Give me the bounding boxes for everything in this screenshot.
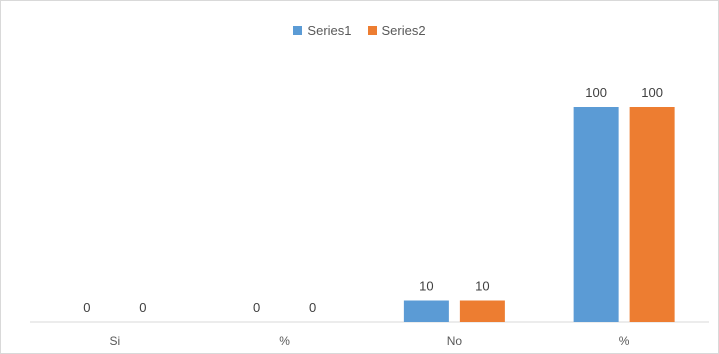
legend-item-series1: Series1 <box>293 23 352 38</box>
data-label-series1-2: 10 <box>419 279 433 294</box>
x-tick-label-3: % <box>619 334 630 348</box>
legend-swatch-series1 <box>293 26 303 35</box>
data-label-series2-0: 0 <box>139 300 146 315</box>
legend-item-series2: Series2 <box>367 23 426 38</box>
data-label-series1-3: 100 <box>585 85 607 100</box>
data-label-series2-2: 10 <box>475 279 489 294</box>
legend: Series1 Series2 <box>1 23 718 38</box>
bar-series1-2 <box>403 300 449 322</box>
bar-series2-2 <box>459 300 505 322</box>
data-label-series1-1: 0 <box>253 300 260 315</box>
data-label-series2-1: 0 <box>309 300 316 315</box>
legend-label-series2: Series2 <box>381 23 426 38</box>
data-label-series2-3: 100 <box>641 85 663 100</box>
legend-swatch-series2 <box>367 26 377 35</box>
x-tick-label-1: % <box>279 334 290 348</box>
x-tick-label-0: Si <box>110 334 121 348</box>
data-label-series1-0: 0 <box>83 300 90 315</box>
x-tick-label-2: No <box>447 334 463 348</box>
bar-series2-3 <box>629 107 675 322</box>
legend-label-series1: Series1 <box>307 23 352 38</box>
bar-series1-3 <box>573 107 619 322</box>
